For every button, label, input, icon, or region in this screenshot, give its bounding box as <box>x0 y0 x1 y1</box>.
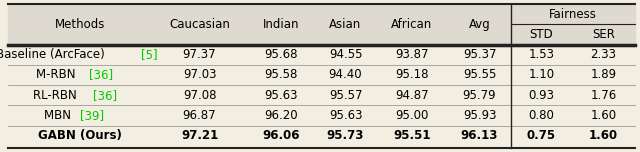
Text: [39]: [39] <box>80 109 104 122</box>
Text: 1.76: 1.76 <box>590 89 616 102</box>
Text: 0.80: 0.80 <box>529 109 554 122</box>
Text: 95.57: 95.57 <box>329 89 362 102</box>
Text: 94.40: 94.40 <box>329 69 362 81</box>
Text: 95.51: 95.51 <box>393 129 431 142</box>
Text: M-RBN: M-RBN <box>36 69 79 81</box>
Text: SER: SER <box>592 28 615 41</box>
Text: 97.03: 97.03 <box>183 69 216 81</box>
Text: 94.87: 94.87 <box>395 89 429 102</box>
Text: 96.20: 96.20 <box>264 109 298 122</box>
Text: 97.08: 97.08 <box>183 89 216 102</box>
Text: RL-RBN: RL-RBN <box>33 89 81 102</box>
Text: 1.89: 1.89 <box>591 69 616 81</box>
Text: 95.93: 95.93 <box>463 109 496 122</box>
Text: Caucasian: Caucasian <box>169 18 230 31</box>
Text: [36]: [36] <box>93 89 117 102</box>
Text: 94.55: 94.55 <box>329 48 362 61</box>
Text: 1.60: 1.60 <box>591 109 616 122</box>
Text: 95.73: 95.73 <box>327 129 364 142</box>
Text: 95.63: 95.63 <box>329 109 362 122</box>
Text: African: African <box>392 18 433 31</box>
Text: 95.68: 95.68 <box>264 48 298 61</box>
Text: Indian: Indian <box>263 18 300 31</box>
Text: 97.21: 97.21 <box>181 129 218 142</box>
Text: Fairness: Fairness <box>549 8 597 21</box>
Text: 96.87: 96.87 <box>182 109 216 122</box>
Text: 0.75: 0.75 <box>527 129 556 142</box>
Text: 93.87: 93.87 <box>396 48 429 61</box>
Text: 96.06: 96.06 <box>262 129 300 142</box>
Text: 95.63: 95.63 <box>264 89 298 102</box>
Text: 2.33: 2.33 <box>591 48 616 61</box>
Text: 95.79: 95.79 <box>463 89 496 102</box>
Text: Baseline (ArcFace): Baseline (ArcFace) <box>0 48 109 61</box>
Text: [5]: [5] <box>141 48 157 61</box>
Text: 0.93: 0.93 <box>529 89 554 102</box>
Text: GABN (Ours): GABN (Ours) <box>38 129 122 142</box>
Text: 95.00: 95.00 <box>396 109 429 122</box>
Text: [36]: [36] <box>89 69 113 81</box>
Text: 95.37: 95.37 <box>463 48 496 61</box>
Text: 96.13: 96.13 <box>461 129 498 142</box>
Text: 1.53: 1.53 <box>529 48 554 61</box>
Text: 1.60: 1.60 <box>589 129 618 142</box>
Text: 95.58: 95.58 <box>264 69 298 81</box>
Text: STD: STD <box>530 28 554 41</box>
Text: 95.55: 95.55 <box>463 69 496 81</box>
Text: Asian: Asian <box>330 18 362 31</box>
Text: 1.10: 1.10 <box>529 69 555 81</box>
Text: Methods: Methods <box>55 18 105 31</box>
Text: 97.37: 97.37 <box>182 48 216 61</box>
Text: Avg: Avg <box>468 18 490 31</box>
Text: MBN: MBN <box>44 109 75 122</box>
Text: 95.18: 95.18 <box>396 69 429 81</box>
